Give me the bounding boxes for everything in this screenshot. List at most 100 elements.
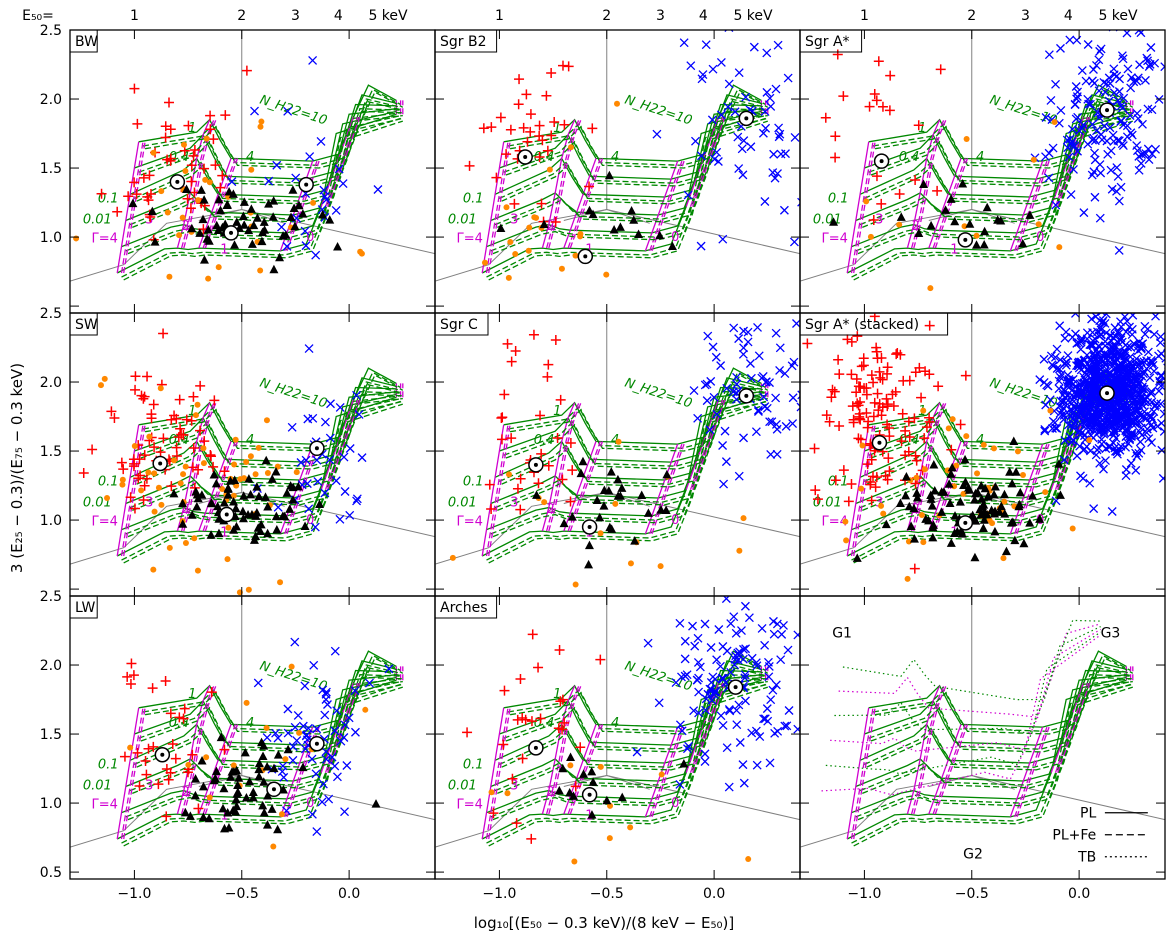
nh-label: 0.1 [98,192,119,207]
fe-source-marker [946,194,956,203]
hard-source-marker [774,132,784,142]
soft-source-marker [138,172,149,183]
hard-source-marker [1118,120,1128,130]
hard-source-marker [296,458,306,467]
gamma-model-line [1016,160,1050,252]
hard-source-marker [749,42,759,52]
hard-source-marker [693,633,703,643]
soft-source-marker [535,713,546,724]
hard-source-marker [1135,427,1145,437]
soft-source-marker [118,464,129,475]
medium-source-marker [989,520,996,527]
hard-source-marker [1069,164,1078,174]
soft-source-marker [932,185,943,196]
hard-source-marker [273,733,283,743]
nh-model-line [140,101,403,187]
medium-source-marker [101,375,108,382]
hard-source-marker [1071,82,1081,91]
hard-source-marker [1083,40,1093,49]
soft-source-marker [148,399,159,410]
hard-source-marker [737,144,747,154]
soft-source-marker [960,370,971,381]
hard-source-marker [731,651,741,661]
hard-source-marker [694,673,704,683]
medium-source-marker [200,445,207,452]
soft-source-marker [830,475,841,486]
soft-source-marker [165,708,176,719]
hard-source-marker [311,769,321,779]
medium-source-marker [913,474,920,481]
medium-source-marker [200,460,207,467]
hard-source-marker [1043,381,1053,391]
fe-source-marker [1005,467,1015,476]
hard-source-marker [330,726,340,736]
nh-model-line [503,84,762,162]
soft-source-marker [106,406,117,417]
nh-model-line [870,384,1133,470]
nh-model-line [851,676,1127,814]
gamma-model-line [180,119,215,249]
hard-source-marker [308,56,318,65]
fe-source-marker [924,515,934,525]
hard-source-marker [752,760,762,770]
fe-source-marker [930,485,940,495]
fe-source-marker [238,513,248,523]
hard-source-marker [1109,401,1119,411]
hard-source-marker [365,678,374,688]
medium-source-marker [203,754,210,761]
hard-source-marker [706,643,716,652]
hard-source-marker [701,705,711,715]
soft-source-marker [78,467,89,478]
soft-source-marker [488,808,499,819]
fe-source-marker [558,763,568,773]
hard-source-marker [325,433,335,443]
soft-source-marker [533,662,544,673]
hard-source-marker [679,38,689,48]
hard-source-marker [1157,418,1165,428]
soft-source-marker [208,461,219,472]
medium-source-marker [182,540,189,547]
nh-model-line [492,117,768,255]
soft-source-marker [864,101,875,112]
gamma-model-line [485,707,509,840]
y-tick-label: 2.0 [40,92,62,108]
hard-source-marker [797,197,800,207]
region-label-g2: G2 [963,846,983,862]
hard-source-marker [694,708,704,718]
soft-source-marker [188,391,199,402]
medium-source-marker [896,221,903,228]
hard-source-marker [817,119,825,127]
hard-source-marker [684,741,694,751]
hard-source-marker [1107,421,1117,431]
hard-source-marker [739,644,748,654]
soft-source-marker [131,189,142,200]
hard-source-marker [1062,381,1072,391]
hard-source-marker [1088,135,1098,145]
hard-source-marker [321,747,331,757]
hard-source-marker [318,779,328,789]
hard-source-marker [1061,398,1071,408]
nh-model-line [874,91,1134,169]
soft-source-marker [135,470,146,481]
soft-source-marker [160,132,171,143]
nh-model-line [862,397,1133,512]
gamma-model-line [120,424,144,557]
soft-source-marker [903,416,914,427]
fe-source-marker [263,502,273,511]
hard-source-marker [1095,46,1105,56]
nh-model-line [138,664,401,750]
hard-source-marker [734,334,744,344]
soft-source-marker [846,478,857,489]
medium-source-marker [245,586,252,593]
soft-source-marker [205,110,216,121]
gamma-model-line [116,707,140,840]
stacked-source-dot [733,685,738,690]
nh-label: 0.01 [448,495,477,510]
hard-source-marker [706,376,716,386]
soft-source-marker [186,160,197,171]
hard-source-marker [300,226,310,236]
hard-source-marker [283,106,293,116]
hard-source-marker [316,136,326,146]
